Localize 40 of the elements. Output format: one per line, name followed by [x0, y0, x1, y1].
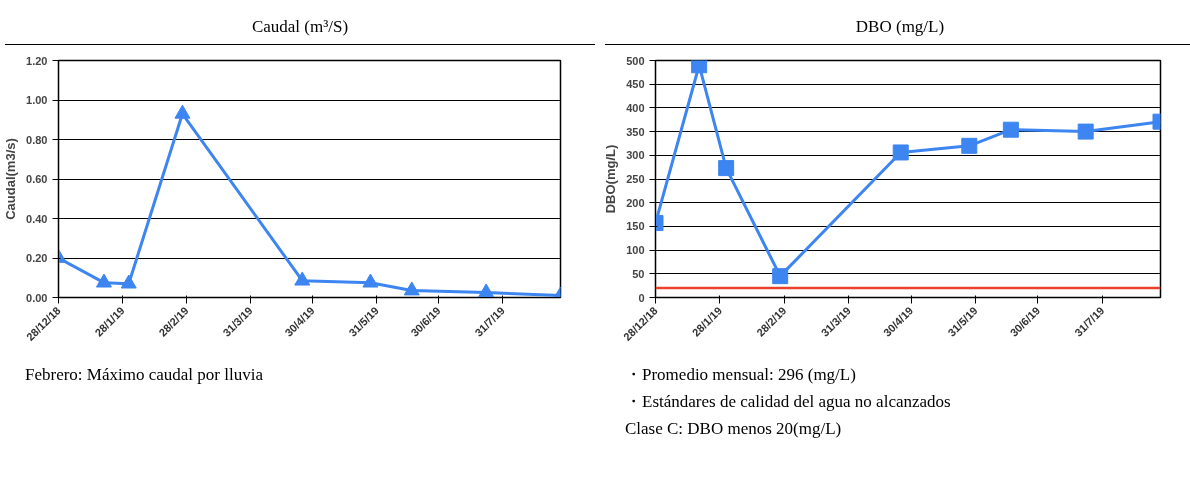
point — [1077, 123, 1094, 140]
chart-title: Caudal (m³/S) — [251, 16, 349, 38]
point — [1002, 121, 1019, 138]
y-axis-title: Caudal(m3/s) — [3, 138, 19, 220]
y-axis-title: DBO(mg/L) — [603, 144, 619, 214]
y-tick-label: 1.00 — [26, 94, 48, 106]
text: ・Estándares de calidad del agua no alcanzados — [625, 392, 951, 412]
point — [120, 274, 137, 289]
point — [478, 283, 495, 298]
y-tick-label: 0.80 — [26, 133, 48, 146]
point — [403, 281, 420, 296]
y-tick-label: 0.20 — [26, 252, 48, 264]
text: ・Promedio mensual: 296 (mg/L) — [625, 365, 856, 384]
y-tick-label: 100 — [626, 244, 645, 257]
point — [892, 144, 909, 161]
point — [95, 273, 112, 288]
y-tick-label: 0.40 — [26, 212, 48, 225]
y-tick-label: 250 — [626, 173, 645, 185]
y-tick-label: 300 — [626, 149, 645, 162]
y-tick-label: 400 — [626, 101, 645, 114]
point — [961, 137, 978, 154]
point — [691, 60, 708, 74]
y-tick-label: 0 — [638, 291, 645, 304]
y-tick-label: 150 — [626, 220, 645, 233]
y-tick-label: 0.60 — [26, 173, 48, 185]
point — [772, 268, 789, 285]
point — [174, 104, 191, 119]
point — [718, 160, 735, 177]
y-tick-label: 1.20 — [26, 54, 48, 67]
text: Clase C: DBO menos 20(mg/L) — [625, 419, 842, 439]
y-tick-label: 500 — [626, 54, 645, 67]
point — [294, 271, 311, 286]
chart-title: DBO (mg/L) — [855, 16, 945, 38]
text: Febrero: Máximo caudal por lluvia — [25, 364, 263, 386]
point — [362, 273, 379, 288]
y-tick-label: 50 — [632, 267, 645, 280]
y-tick-label: 0.00 — [26, 291, 48, 304]
y-tick-label: 450 — [626, 78, 645, 91]
y-tick-label: 350 — [626, 125, 645, 138]
y-tick-label: 200 — [626, 196, 645, 209]
